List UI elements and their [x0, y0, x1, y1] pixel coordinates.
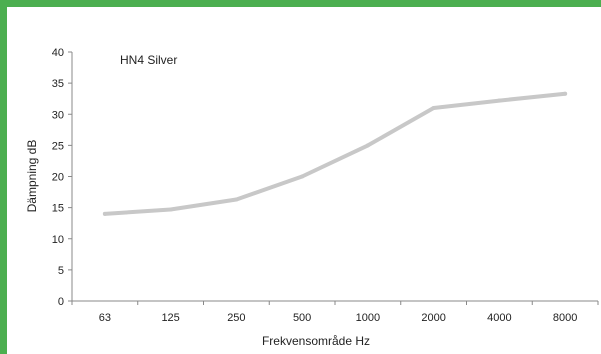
data-point: [431, 106, 436, 111]
series-line: [102, 91, 568, 216]
y-tick-label: 15: [52, 203, 64, 215]
chart-annotation: HN4 Silver: [120, 53, 177, 67]
series-layer: [102, 91, 568, 216]
x-tick-label: 8000: [553, 312, 577, 324]
x-tick-label: 4000: [487, 312, 511, 324]
data-point: [234, 197, 239, 202]
y-tick-label: 25: [52, 140, 64, 152]
data-point: [300, 174, 305, 179]
x-tick-label: 63: [99, 312, 111, 324]
y-tick-label: 10: [52, 234, 64, 246]
y-tick-label: 0: [58, 296, 64, 308]
y-tick-label: 5: [58, 265, 64, 277]
y-axis-title: Dämpning dB: [25, 140, 39, 213]
x-tick-label: 2000: [421, 312, 445, 324]
data-point: [497, 98, 502, 103]
y-tick-label: 30: [52, 109, 64, 121]
y-tick-label: 40: [52, 47, 64, 59]
x-tick-label: 125: [161, 312, 179, 324]
x-tick-group: 63 125 250 500 1000 2000 4000 8000: [71, 301, 599, 324]
data-point: [102, 211, 107, 216]
x-axis-title: Frekvensområde Hz: [262, 334, 370, 348]
x-tick-label: 250: [227, 312, 245, 324]
data-point: [563, 91, 568, 96]
x-tick-label: 1000: [356, 312, 380, 324]
data-point: [168, 207, 173, 212]
x-tick-label: 500: [293, 312, 311, 324]
y-tick-label: 20: [52, 172, 64, 184]
y-tick-label: 35: [52, 78, 64, 90]
data-point: [365, 143, 370, 148]
y-tick-group: 0 5 10 15 20 25 30 35 40: [52, 47, 72, 308]
